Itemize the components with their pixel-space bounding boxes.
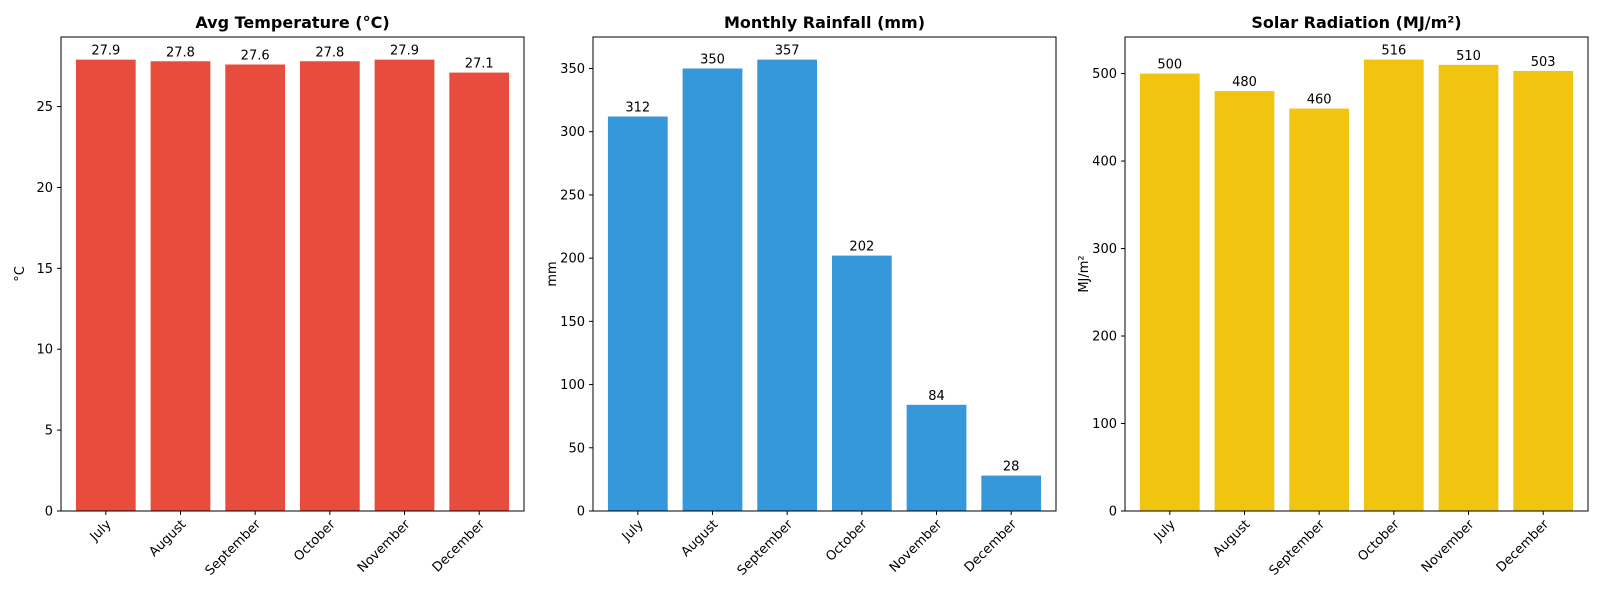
- x-tick-label-august: August: [147, 517, 190, 560]
- x-tick-label-november: November: [1419, 517, 1478, 576]
- bar-value-label: 510: [1456, 49, 1481, 64]
- y-tick-label: 50: [568, 441, 585, 456]
- y-tick-label: 300: [560, 125, 585, 140]
- bar-october: [299, 61, 360, 512]
- y-tick-label: 20: [36, 181, 53, 196]
- bar-october: [831, 255, 892, 511]
- x-tick-label-october: October: [291, 517, 339, 565]
- bar-september: [1289, 108, 1350, 512]
- bar-october: [1363, 59, 1424, 511]
- x-tick-label-september: September: [735, 517, 797, 579]
- y-tick-label: 0: [1109, 505, 1117, 520]
- x-tick-label-december: December: [962, 517, 1021, 576]
- bar-value-label: 500: [1157, 58, 1182, 73]
- y-tick-label: 250: [560, 188, 585, 203]
- bar-value-label: 202: [849, 240, 874, 255]
- chart-solar-radiation-mj-m: Solar Radiation (MJ/m²) 500 480 460 516 510 50…: [1077, 13, 1589, 579]
- bar-july: [607, 116, 668, 512]
- y-tick-label: 0: [45, 505, 53, 520]
- bar-december: [1513, 70, 1574, 511]
- bar-value-label: 503: [1531, 55, 1556, 70]
- bar-value-label: 84: [928, 389, 945, 404]
- y-tick-label: 200: [560, 252, 585, 267]
- y-tick-label: 300: [1092, 242, 1117, 257]
- y-tick-label: 100: [1092, 417, 1117, 432]
- plot-frame: [1124, 36, 1589, 512]
- x-tick-label-november: November: [355, 517, 414, 576]
- x-tick-label-december: December: [1494, 517, 1553, 576]
- chart-title: Solar Radiation (MJ/m²): [1251, 13, 1461, 32]
- x-tick-label-october: October: [823, 517, 871, 565]
- bar-value-label: 460: [1307, 93, 1332, 108]
- x-tick-label-september: September: [1267, 517, 1329, 579]
- bar-september: [225, 64, 286, 511]
- bar-value-label: 28: [1003, 460, 1020, 475]
- bar-july: [1139, 73, 1200, 511]
- y-tick-label: 150: [560, 315, 585, 330]
- bar-value-label: 27.1: [465, 57, 494, 72]
- bar-july: [75, 59, 136, 511]
- x-tick-label-august: August: [679, 517, 722, 560]
- bar-value-label: 350: [700, 52, 725, 67]
- y-tick-label: 0: [577, 505, 585, 520]
- plot-frame: [60, 36, 525, 512]
- x-tick-label-july: July: [87, 517, 115, 545]
- x-tick-label-october: October: [1355, 517, 1403, 565]
- x-tick-label-november: November: [887, 517, 946, 576]
- bar-august: [150, 61, 211, 512]
- bar-december: [449, 72, 510, 511]
- y-tick-label: 200: [1092, 330, 1117, 345]
- x-tick-label-september: September: [203, 517, 265, 579]
- bar-august: [682, 68, 743, 511]
- y-axis-label: MJ/m²: [1077, 255, 1092, 292]
- bar-december: [981, 475, 1042, 511]
- x-tick-label-december: December: [430, 517, 489, 576]
- y-tick-label: 15: [36, 262, 53, 277]
- x-tick-label-july: July: [1151, 517, 1179, 545]
- y-tick-label: 25: [36, 100, 53, 115]
- y-tick-label: 5: [45, 424, 53, 439]
- chart-avg-temperature-c: Avg Temperature (°C)27.9 27.8 27.6 27.8 27.9…: [13, 13, 525, 579]
- bar-september: [757, 59, 818, 512]
- x-tick-label-july: July: [619, 517, 647, 545]
- bar-value-label: 312: [625, 101, 650, 116]
- bar-value-label: 357: [775, 44, 800, 59]
- bar-value-label: 27.9: [91, 44, 120, 59]
- bar-august: [1214, 91, 1275, 512]
- y-tick-label: 400: [1092, 155, 1117, 170]
- chart-monthly-rainfall-mm: Monthly Rainfall (mm) 312 350 357 202 84 28 0 50…: [545, 13, 1057, 579]
- bar-value-label: 27.6: [241, 49, 270, 64]
- plot-frame: [592, 36, 1057, 512]
- bar-november: [1438, 64, 1499, 512]
- y-tick-label: 10: [36, 343, 53, 358]
- bar-november: [374, 59, 435, 511]
- bar-value-label: 516: [1381, 44, 1406, 59]
- chart-title: Monthly Rainfall (mm): [724, 13, 925, 32]
- y-tick-label: 100: [560, 378, 585, 393]
- bar-november: [906, 404, 967, 511]
- bar-value-label: 27.9: [390, 44, 419, 59]
- bar-value-label: 27.8: [166, 45, 195, 60]
- bar-value-label: 27.8: [315, 45, 344, 60]
- y-tick-label: 350: [560, 62, 585, 77]
- y-axis-label: mm: [545, 261, 560, 286]
- chart-title: Avg Temperature (°C): [195, 13, 389, 32]
- y-axis-label: °C: [13, 266, 28, 282]
- bar-value-label: 480: [1232, 75, 1257, 90]
- x-tick-label-august: August: [1211, 517, 1254, 560]
- y-tick-label: 500: [1092, 67, 1117, 82]
